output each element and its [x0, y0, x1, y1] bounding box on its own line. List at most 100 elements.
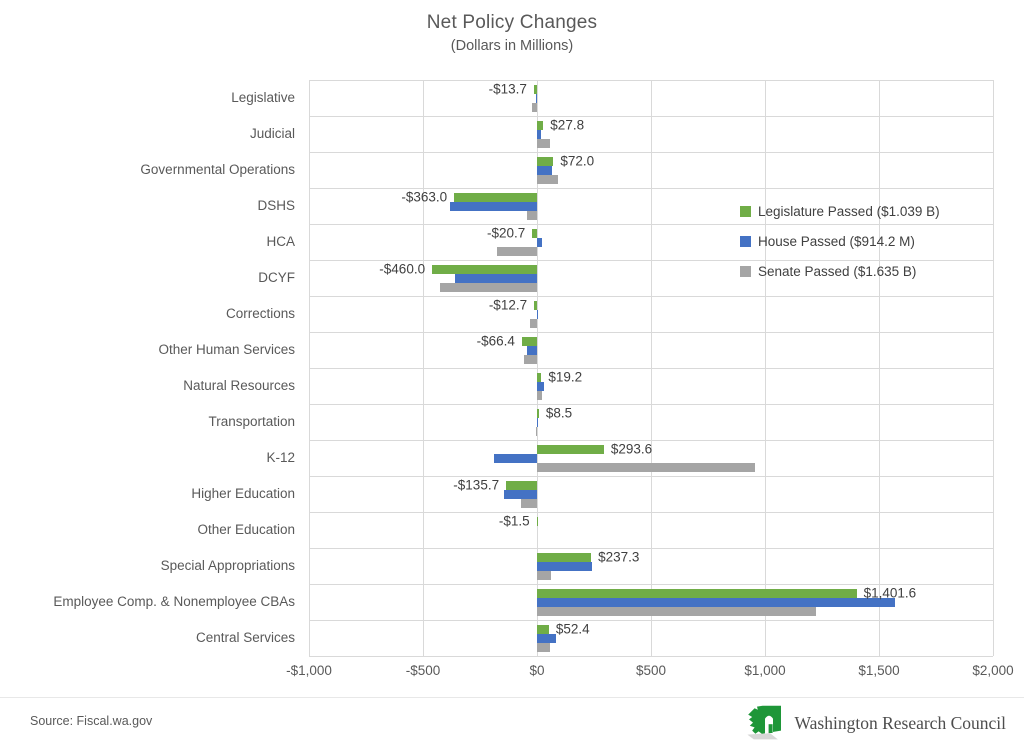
legend-label: House Passed ($914.2 M): [758, 234, 915, 249]
bar-legislature-passed: [537, 625, 549, 634]
legend-swatch-senate-passed: [740, 266, 751, 277]
gridline-horizontal: [309, 512, 993, 513]
bar-house-passed: [537, 382, 544, 391]
gridline-horizontal: [309, 152, 993, 153]
bar-legislature-passed: [537, 373, 541, 382]
category-label: Higher Education: [0, 476, 295, 512]
category-label: Governmental Operations: [0, 152, 295, 188]
bar-legislature-passed: [537, 121, 543, 130]
bar-house-passed: [537, 418, 538, 427]
gridline-horizontal: [309, 332, 993, 333]
bar-house-passed: [537, 562, 592, 571]
gridline-horizontal: [309, 116, 993, 117]
bar-senate-passed: [521, 499, 537, 508]
legend-item-legislature-passed: Legislature Passed ($1.039 B): [740, 196, 940, 226]
data-label: $293.6: [611, 442, 652, 457]
bar-senate-passed: [440, 283, 537, 292]
bar-senate-passed: [497, 247, 537, 256]
bar-senate-passed: [536, 427, 537, 436]
bar-house-passed: [537, 238, 542, 247]
gridline-vertical: [993, 80, 994, 656]
x-tick-label: $1,500: [834, 663, 924, 678]
bar-legislature-passed: [534, 301, 537, 310]
data-label: -$20.7: [487, 226, 525, 241]
bar-senate-passed: [537, 175, 558, 184]
bar-house-passed: [504, 490, 537, 499]
data-label: -$66.4: [477, 334, 515, 349]
bar-legislature-passed: [537, 445, 604, 454]
legend-item-house-passed: House Passed ($914.2 M): [740, 226, 940, 256]
gridline-horizontal: [309, 620, 993, 621]
data-label: -$363.0: [401, 190, 447, 205]
category-label: Legislative: [0, 80, 295, 116]
bar-senate-passed: [537, 571, 551, 580]
bar-house-passed: [455, 274, 537, 283]
wrc-logo: Washington Research Council: [741, 700, 1006, 747]
bar-senate-passed: [537, 139, 550, 148]
gridline-horizontal: [309, 80, 993, 81]
bar-house-passed: [537, 130, 541, 139]
bar-house-passed: [537, 166, 552, 175]
x-tick-label: $500: [606, 663, 696, 678]
x-tick-label: -$500: [378, 663, 468, 678]
legend-label: Legislature Passed ($1.039 B): [758, 204, 940, 219]
x-tick-label: $1,000: [720, 663, 810, 678]
bar-senate-passed: [524, 355, 537, 364]
data-label: $52.4: [556, 622, 590, 637]
category-label: Judicial: [0, 116, 295, 152]
legend-swatch-legislature-passed: [740, 206, 751, 217]
bar-house-passed: [450, 202, 537, 211]
bar-senate-passed: [537, 607, 816, 616]
bar-legislature-passed: [537, 553, 591, 562]
legend-item-senate-passed: Senate Passed ($1.635 B): [740, 256, 940, 286]
data-label: $27.8: [550, 118, 584, 133]
category-label: Natural Resources: [0, 368, 295, 404]
logo-text: Washington Research Council: [795, 713, 1006, 734]
data-label: $1,401.6: [864, 586, 917, 601]
gridline-horizontal: [309, 476, 993, 477]
category-label: DSHS: [0, 188, 295, 224]
chart-subtitle: (Dollars in Millions): [0, 38, 1024, 54]
bar-legislature-passed: [454, 193, 537, 202]
x-tick-label: $0: [492, 663, 582, 678]
gridline-horizontal: [309, 296, 993, 297]
washington-state-icon: [741, 700, 789, 747]
bar-house-passed: [537, 634, 556, 643]
x-tick-label: $2,000: [948, 663, 1024, 678]
gridline-horizontal: [309, 656, 993, 657]
bar-house-passed: [537, 310, 538, 319]
source-text: Source: Fiscal.wa.gov: [30, 714, 152, 728]
bar-legislature-passed: [534, 85, 537, 94]
category-label: Other Human Services: [0, 332, 295, 368]
bar-senate-passed: [537, 391, 542, 400]
data-label: $237.3: [598, 550, 639, 565]
plot-area: -$13.7$27.8$72.0-$363.0-$20.7-$460.0-$12…: [309, 80, 993, 656]
legend-label: Senate Passed ($1.635 B): [758, 264, 916, 279]
legend: Legislature Passed ($1.039 B) House Passe…: [740, 196, 940, 286]
category-label: K-12: [0, 440, 295, 476]
bar-senate-passed: [537, 643, 550, 652]
data-label: -$12.7: [489, 298, 527, 313]
bar-senate-passed: [537, 463, 755, 472]
x-tick-label: -$1,000: [264, 663, 354, 678]
data-label: -$1.5: [499, 514, 530, 529]
bar-senate-passed: [530, 319, 537, 328]
gridline-horizontal: [309, 404, 993, 405]
category-label: Special Appropriations: [0, 548, 295, 584]
logo-shadow: [747, 733, 777, 739]
bar-legislature-passed: [537, 157, 553, 166]
data-label: -$460.0: [379, 262, 425, 277]
bar-house-passed: [536, 94, 537, 103]
gridline-horizontal: [309, 548, 993, 549]
chart-title: Net Policy Changes: [0, 12, 1024, 34]
category-label: Central Services: [0, 620, 295, 656]
data-label: -$135.7: [453, 478, 499, 493]
bar-legislature-passed: [537, 589, 857, 598]
bar-legislature-passed: [522, 337, 537, 346]
bar-legislature-passed: [537, 409, 539, 418]
category-label: Transportation: [0, 404, 295, 440]
legend-swatch-house-passed: [740, 236, 751, 247]
category-label: Other Education: [0, 512, 295, 548]
footer-divider: [0, 697, 1024, 698]
category-label: DCYF: [0, 260, 295, 296]
